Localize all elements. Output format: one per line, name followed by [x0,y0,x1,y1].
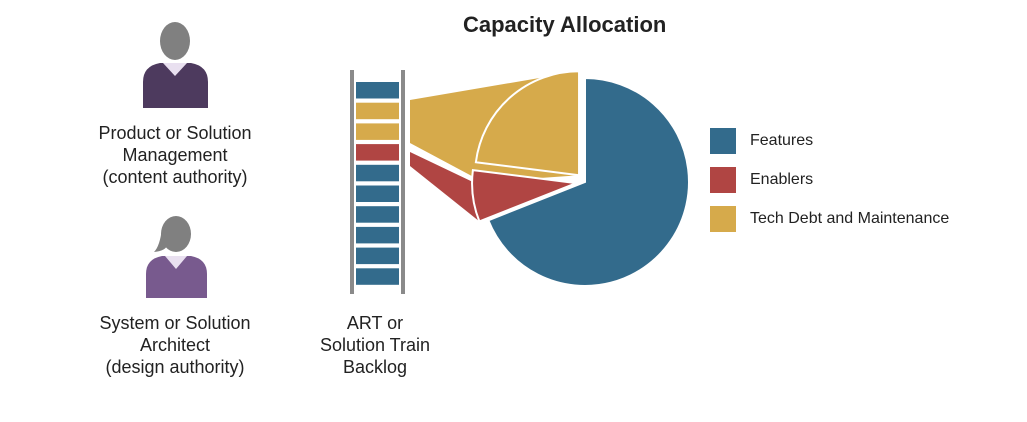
backlog-left-rail [350,70,354,294]
backlog-item-features [356,82,399,99]
system-architect-head [161,216,191,252]
chart-title: Capacity Allocation [463,12,667,37]
legend-swatch-enablers [710,167,736,193]
backlog-item-features [356,206,399,223]
backlog-item-tech-debt [356,102,399,120]
backlog-right-rail [401,70,405,294]
legend-label-tech-debt: Tech Debt and Maintenance [750,210,950,227]
pie-slice-features [487,76,690,287]
legend-swatch-tech-debt [710,206,736,232]
product-management-label: Product or Solution Management (content … [60,122,290,188]
legend-label-enablers: Enablers [750,171,814,188]
backlog-item-features [356,164,399,182]
pie-chart [471,70,690,287]
system-architect-collar [165,256,187,269]
product-manager-head [160,22,190,60]
legend-item-tech-debt: Tech Debt and Maintenance [710,206,1010,234]
pie-slice-enablers [471,168,577,223]
backlog-item-tech-debt [356,123,399,140]
system-architect-line-3: (design authority) [105,357,245,377]
product-manager-collar [163,63,187,76]
backlog-item-features [356,247,399,265]
backlog-caption-line-3: Backlog [342,357,408,377]
backlog-items [356,82,399,285]
product-manager-body [143,63,208,108]
backlog-item-features [356,268,399,285]
legend-swatch-features [710,128,736,154]
product-manager-icon [143,22,208,108]
backlog-caption-line-1: ART or [346,313,404,333]
legend-label-features: Features [750,132,814,149]
pie-slice-tech-debt-and-maintenance [474,70,581,177]
system-architect-line-1: System or Solution [99,313,251,333]
system-architect-hair [154,228,168,252]
product-management-line-1: Product or Solution [98,123,252,143]
system-architect-icon [146,216,207,298]
backlog-caption-line-2: Solution Train [319,335,431,355]
legend-item-enablers: Enablers [710,167,1010,195]
backlog-item-features [356,226,399,244]
backlog-item-enablers [356,144,399,161]
system-architect-label: System or Solution Architect (design aut… [60,312,290,378]
backlog-item-features [356,185,399,202]
product-management-line-2: Management [122,145,228,165]
product-management-line-3: (content authority) [102,167,248,187]
backlog-caption: ART or Solution Train Backlog [300,312,450,378]
system-architect-body [146,256,207,298]
system-architect-line-2: Architect [139,335,211,355]
enablers-connector [410,152,480,222]
legend-item-features: Features [710,128,1010,156]
